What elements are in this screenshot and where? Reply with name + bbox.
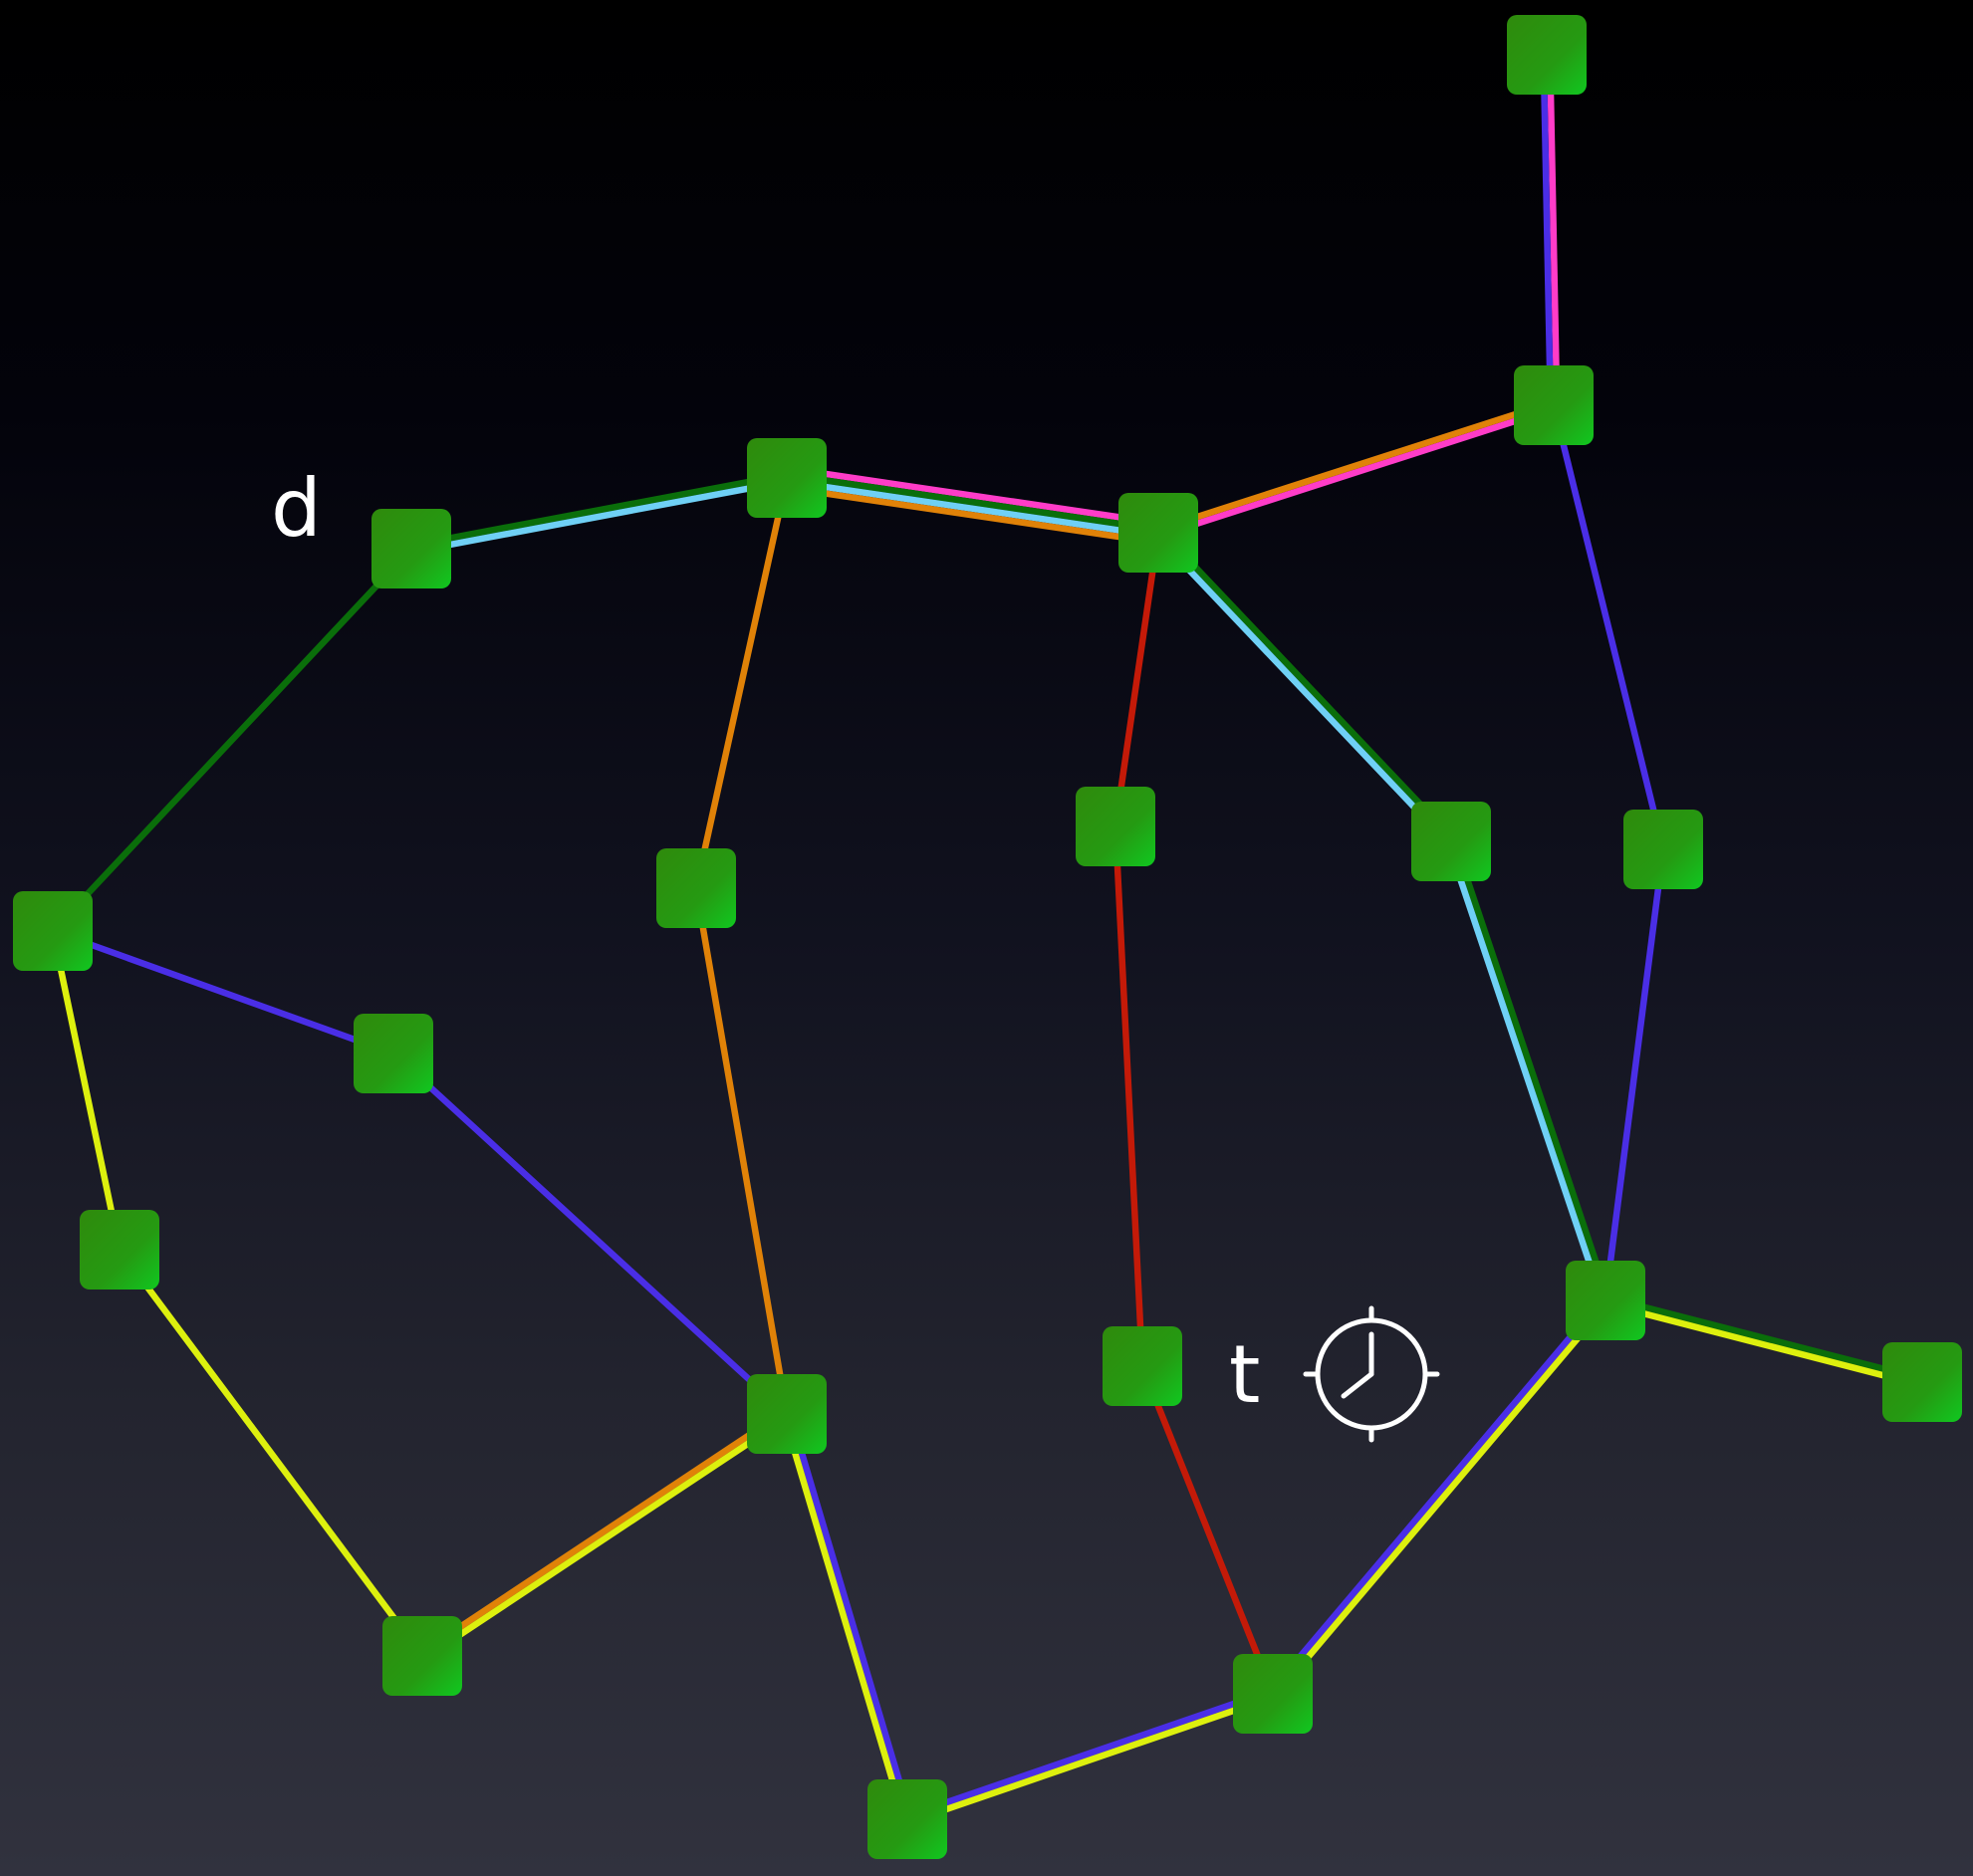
edge-C-D-light_blue [786,478,1158,540]
edge-B-H-purple [1550,404,1667,850]
edge-M-O-yellow [1603,1300,1922,1389]
station-node-h[interactable] [1623,810,1703,889]
station-node-s[interactable] [867,1779,947,1859]
edge-J-L-yellow [49,930,123,1251]
station-node-c[interactable] [747,438,827,518]
station-node-n[interactable] [1103,1326,1182,1406]
station-node-f[interactable] [1076,787,1155,866]
edge-J-K-purple [51,927,395,1057]
station-node-r[interactable] [1233,1654,1313,1734]
edge-B-D-orange [1156,398,1554,533]
nodes [13,15,1962,1859]
edge-A-B-pink [1547,54,1561,406]
edge-M-O-green [1605,1293,1924,1382]
edge-P-S-purple [786,1412,914,1820]
station-node-a[interactable] [1507,15,1587,95]
edge-R-M-yellow [1272,1300,1610,1699]
edge-P-S-yellow [780,1413,908,1821]
edge-C-D-orange [785,484,1158,546]
edge-C-D-green [787,471,1159,534]
station-node-k[interactable] [354,1014,433,1093]
edge-D-G-light_blue [1153,533,1451,846]
edge-H-M-purple [1602,848,1667,1301]
edge-S-R-purple [904,1687,1274,1820]
node-label-d: d [271,462,322,555]
station-node-g[interactable] [1411,802,1491,881]
edge-Q-P-orange [418,1408,787,1657]
edge-D-G-green [1158,528,1456,841]
edge-E-J-green [50,546,414,934]
edge-K-P-purple [390,1051,790,1417]
edge-F-N-red [1111,825,1146,1367]
station-node-i[interactable] [656,848,736,928]
station-node-d[interactable] [1118,493,1198,573]
station-node-o[interactable] [1882,1342,1962,1422]
edge-S-R-yellow [907,1693,1276,1826]
edge-N-R-red [1138,1364,1277,1696]
edge-Q-P-yellow [421,1413,791,1662]
edges [49,54,1924,1826]
edge-R-M-purple [1268,1295,1606,1694]
edge-G-M-green [1451,838,1612,1300]
station-node-j[interactable] [13,891,93,971]
edge-B-D-pink [1158,405,1556,540]
station-node-l[interactable] [80,1210,159,1290]
station-node-q[interactable] [382,1616,462,1696]
station-node-p[interactable] [747,1374,827,1454]
station-node-b[interactable] [1514,365,1594,445]
edge-E-C-light_blue [411,477,789,556]
edge-C-I-orange [692,477,791,889]
station-node-m[interactable] [1566,1261,1645,1340]
edge-G-M-light_blue [1444,841,1605,1303]
edge-E-C-green [409,471,787,550]
edge-D-F-red [1111,532,1162,827]
node-label-t: t [1229,1328,1260,1421]
edge-A-B-purple [1540,54,1554,406]
station-node-e[interactable] [371,509,451,588]
edge-I-P-orange [692,887,791,1415]
edge-C-D-pink [787,465,1160,527]
clock-icon [1303,1305,1440,1443]
edge-L-Q-yellow [117,1248,425,1658]
